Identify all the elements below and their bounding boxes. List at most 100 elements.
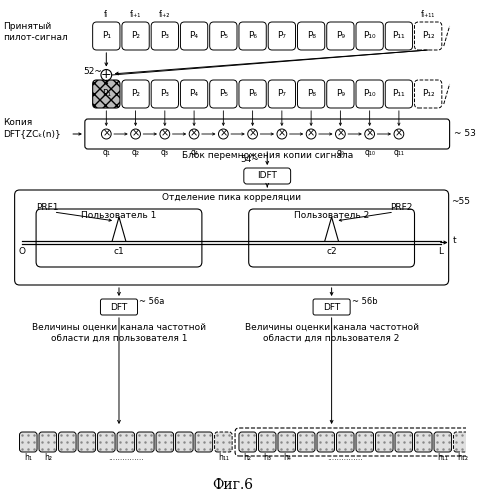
Text: ...............: ...............: [108, 453, 143, 462]
Text: Фиг.6: Фиг.6: [213, 478, 254, 492]
Text: h₁₂: h₁₂: [457, 453, 468, 462]
Text: P₁₁: P₁₁: [392, 90, 405, 98]
Text: q₁₁: q₁₁: [393, 148, 404, 157]
FancyBboxPatch shape: [327, 80, 354, 108]
FancyBboxPatch shape: [239, 80, 266, 108]
Text: fᵢ₊₁₁: fᵢ₊₁₁: [421, 10, 435, 19]
Text: Отделение пика корреляции: Отделение пика корреляции: [162, 192, 301, 202]
Text: q₂: q₂: [131, 148, 140, 157]
Text: q₁₀: q₁₀: [364, 148, 375, 157]
FancyBboxPatch shape: [151, 80, 178, 108]
Text: P₁₂: P₁₂: [422, 32, 435, 40]
Circle shape: [218, 129, 228, 139]
FancyBboxPatch shape: [395, 432, 413, 452]
FancyBboxPatch shape: [356, 22, 383, 50]
FancyBboxPatch shape: [268, 22, 295, 50]
Text: P₄: P₄: [190, 90, 198, 98]
FancyBboxPatch shape: [454, 432, 471, 452]
FancyBboxPatch shape: [356, 432, 373, 452]
Text: ~ 56b: ~ 56b: [352, 296, 378, 306]
Circle shape: [101, 129, 111, 139]
FancyBboxPatch shape: [93, 80, 120, 108]
Circle shape: [248, 129, 258, 139]
FancyBboxPatch shape: [249, 209, 414, 267]
FancyBboxPatch shape: [239, 432, 257, 452]
FancyBboxPatch shape: [36, 209, 202, 267]
FancyBboxPatch shape: [356, 80, 383, 108]
Text: P₁₀: P₁₀: [363, 32, 376, 40]
FancyBboxPatch shape: [239, 22, 266, 50]
FancyBboxPatch shape: [78, 432, 96, 452]
Text: P₃: P₃: [160, 90, 169, 98]
Text: h₂: h₂: [44, 453, 52, 462]
Text: ~ 53: ~ 53: [454, 130, 476, 138]
FancyBboxPatch shape: [297, 432, 315, 452]
Text: P₁: P₁: [102, 32, 111, 40]
Text: L: L: [438, 247, 443, 256]
Text: Блок перемножения копии сигнала: Блок перемножения копии сигнала: [182, 151, 353, 160]
FancyBboxPatch shape: [385, 80, 413, 108]
Text: P₁: P₁: [102, 90, 111, 98]
Circle shape: [306, 129, 316, 139]
Text: PRF2: PRF2: [390, 203, 413, 212]
FancyBboxPatch shape: [313, 299, 350, 315]
FancyBboxPatch shape: [180, 80, 208, 108]
Text: q₃: q₃: [161, 148, 169, 157]
Circle shape: [160, 129, 170, 139]
Text: P₁₀: P₁₀: [363, 90, 376, 98]
Text: ×: ×: [307, 128, 315, 138]
FancyBboxPatch shape: [156, 432, 174, 452]
Text: ×: ×: [249, 128, 257, 138]
Text: Пользователь 1: Пользователь 1: [81, 212, 157, 220]
Text: Принятый
пилот-сигнал: Принятый пилот-сигнал: [3, 22, 68, 42]
Text: ×: ×: [161, 128, 169, 138]
FancyBboxPatch shape: [259, 432, 276, 452]
Text: q₄: q₄: [190, 148, 198, 157]
Text: P₉: P₉: [336, 90, 345, 98]
FancyBboxPatch shape: [297, 80, 325, 108]
FancyBboxPatch shape: [268, 80, 295, 108]
FancyBboxPatch shape: [244, 168, 291, 184]
Text: P₈: P₈: [306, 32, 315, 40]
Circle shape: [365, 129, 375, 139]
Text: P₃: P₃: [160, 32, 169, 40]
Text: P₂: P₂: [131, 32, 140, 40]
FancyBboxPatch shape: [85, 119, 450, 149]
FancyBboxPatch shape: [151, 22, 178, 50]
Text: ×: ×: [190, 128, 198, 138]
Circle shape: [189, 129, 199, 139]
Text: Пользователь 2: Пользователь 2: [294, 212, 369, 220]
Text: h₄: h₄: [283, 453, 291, 462]
Text: O: O: [19, 247, 26, 256]
Text: Величины оценки канала частотной
области для пользователя 2: Величины оценки канала частотной области…: [245, 323, 419, 343]
Text: ×: ×: [366, 128, 374, 138]
Text: c2: c2: [326, 247, 337, 256]
Circle shape: [277, 129, 287, 139]
FancyBboxPatch shape: [414, 80, 442, 108]
Text: fᵢ₊₁: fᵢ₊₁: [130, 10, 141, 19]
Text: ×: ×: [278, 128, 286, 138]
Text: P₈: P₈: [306, 90, 315, 98]
FancyBboxPatch shape: [414, 22, 442, 50]
FancyBboxPatch shape: [98, 432, 115, 452]
Text: P₇: P₇: [277, 90, 286, 98]
FancyBboxPatch shape: [210, 80, 237, 108]
FancyBboxPatch shape: [297, 22, 325, 50]
Text: Величины оценки канала частотной
области для пользователя 1: Величины оценки канала частотной области…: [32, 323, 206, 343]
Text: ×: ×: [219, 128, 228, 138]
FancyBboxPatch shape: [215, 432, 232, 452]
Text: ~ 56a: ~ 56a: [140, 296, 165, 306]
FancyBboxPatch shape: [117, 432, 135, 452]
Text: P₆: P₆: [248, 32, 257, 40]
FancyBboxPatch shape: [414, 432, 432, 452]
Text: q₁: q₁: [102, 148, 110, 157]
Text: P₂: P₂: [131, 90, 140, 98]
Text: ...: ...: [248, 148, 257, 157]
Text: ~55: ~55: [451, 198, 469, 206]
FancyBboxPatch shape: [100, 299, 138, 315]
FancyBboxPatch shape: [20, 432, 37, 452]
Circle shape: [394, 129, 404, 139]
Text: IDFT: IDFT: [257, 172, 277, 180]
Text: Копия
DFT{ZCₖ(n)}: Копия DFT{ZCₖ(n)}: [3, 118, 61, 138]
FancyBboxPatch shape: [93, 22, 120, 50]
